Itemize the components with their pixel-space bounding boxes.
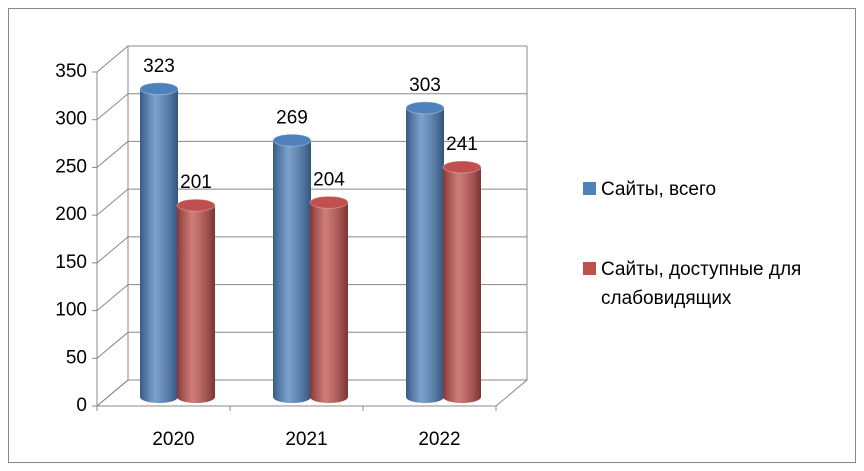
grid-line: [96, 45, 527, 73]
value-label: 201: [180, 172, 212, 193]
cylinder-shade: [273, 140, 311, 403]
y-tick-label: 200: [55, 204, 87, 225]
x-tick-label: 2020: [152, 429, 194, 450]
legend-label: Сайты, всего: [601, 179, 717, 200]
cylinder-shade: [177, 205, 215, 403]
value-label: 204: [313, 169, 345, 190]
value-label: 303: [409, 75, 441, 96]
grid-line: [96, 284, 527, 311]
y-tick-label: 0: [76, 395, 87, 416]
y-tick-label: 150: [55, 252, 87, 273]
x-tick-label: 2021: [285, 429, 327, 450]
cylinder-top: [405, 101, 445, 115]
grid-line: [96, 188, 527, 216]
cylinder-top: [176, 198, 216, 212]
grid-line: [96, 331, 527, 359]
cylinder-top: [139, 82, 179, 96]
cylinder-top: [272, 133, 312, 147]
value-label: 323: [143, 56, 175, 77]
cylinder-shade: [310, 202, 348, 403]
cylinder-shade: [406, 107, 444, 403]
grid-line: [96, 93, 527, 121]
y-tick-label: 350: [55, 61, 87, 82]
legend-swatch: [583, 262, 596, 275]
value-label: 241: [446, 134, 478, 155]
y-tick-label: 300: [55, 109, 87, 130]
cylinder-top: [309, 195, 349, 209]
grid-line: [96, 140, 527, 168]
y-tick-label: 250: [55, 156, 87, 177]
y-tick-label: 100: [55, 300, 87, 321]
legend-label: Сайты, доступные для слабовидящих: [601, 259, 802, 309]
y-tick-label: 50: [66, 347, 87, 368]
cylinder-shade: [443, 167, 481, 403]
value-label: 269: [276, 107, 308, 128]
legend-swatch: [583, 182, 596, 195]
x-tick-label: 2022: [418, 429, 460, 450]
cylinder-shade: [140, 88, 178, 403]
grid-line: [96, 236, 527, 264]
cylinder-top: [442, 160, 482, 174]
